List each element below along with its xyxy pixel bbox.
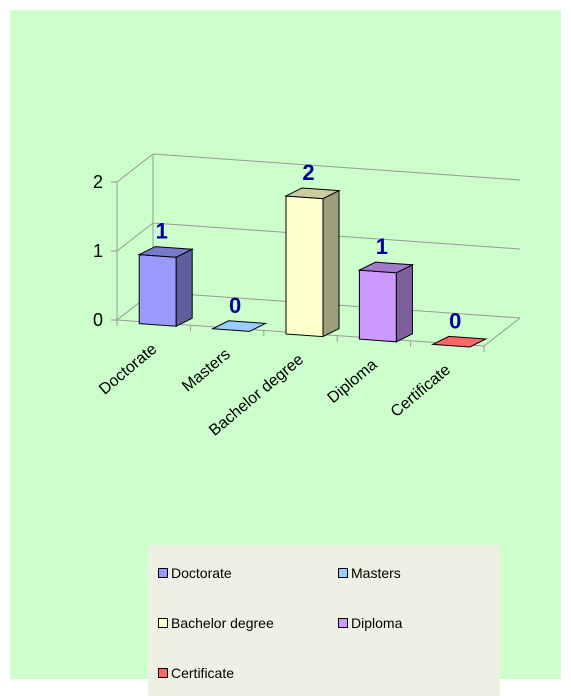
y-tick-label: 2 (93, 172, 103, 192)
y-tick-labels: 0 1 2 (93, 172, 103, 330)
bar-top (430, 335, 488, 348)
legend-swatch (338, 568, 348, 578)
legend-label: Diploma (351, 615, 403, 631)
bar-doctorate (137, 246, 195, 328)
bar-side (175, 248, 193, 328)
legend-label: Bachelor degree (171, 615, 274, 631)
bar-top (210, 320, 268, 332)
legend-item: Diploma (338, 615, 402, 631)
data-label: 0 (449, 308, 461, 333)
x-tick-label: Doctorate (96, 341, 160, 399)
bar-front (285, 195, 324, 338)
data-label: 1 (156, 219, 168, 244)
bar-certificate (430, 335, 488, 348)
legend-swatch (158, 568, 168, 578)
y-tick-label: 0 (93, 310, 103, 330)
bars (137, 187, 488, 348)
y-tick-label: 1 (93, 241, 103, 261)
bar-top (284, 187, 341, 200)
bar-front (138, 254, 177, 327)
bar-bachelor-degree (284, 187, 341, 338)
grid-line-depth (116, 222, 154, 252)
bar-top (357, 261, 415, 274)
data-label: 1 (376, 234, 388, 259)
legend: Doctorate Masters Bachelor degree Diploma Ce… (148, 545, 500, 696)
grid-line-depth (116, 153, 154, 183)
chart-axes (111, 181, 485, 352)
data-label: 2 (302, 160, 314, 185)
bar-front (358, 269, 397, 343)
data-label: 0 (229, 293, 241, 318)
chart-frame: 0 1 2 1 0 2 1 0 Doctorate Masters Bachelor degre… (10, 10, 561, 696)
data-labels: 1 0 2 1 0 (156, 160, 462, 333)
legend-swatch (338, 618, 348, 628)
x-tick-label: Masters (179, 346, 234, 396)
bar-top (137, 246, 195, 258)
x-tick-label: Diploma (325, 356, 381, 407)
legend-item: Masters (338, 565, 401, 581)
legend-label: Certificate (171, 665, 235, 681)
legend-item: Bachelor degree (158, 615, 274, 631)
x-tick-label: Certificate (388, 361, 454, 420)
legend-label: Masters (351, 565, 401, 581)
legend-item: Certificate (158, 665, 234, 681)
legend-label: Doctorate (171, 565, 232, 581)
bar-side (322, 189, 340, 338)
legend-swatch (158, 618, 168, 628)
bar-diploma (357, 261, 415, 343)
legend-swatch (158, 668, 168, 678)
legend-item: Doctorate (158, 565, 232, 581)
bar-masters (210, 320, 268, 332)
grid-line (152, 153, 521, 181)
bar-side (395, 263, 413, 343)
floor-right-edge (483, 317, 521, 347)
